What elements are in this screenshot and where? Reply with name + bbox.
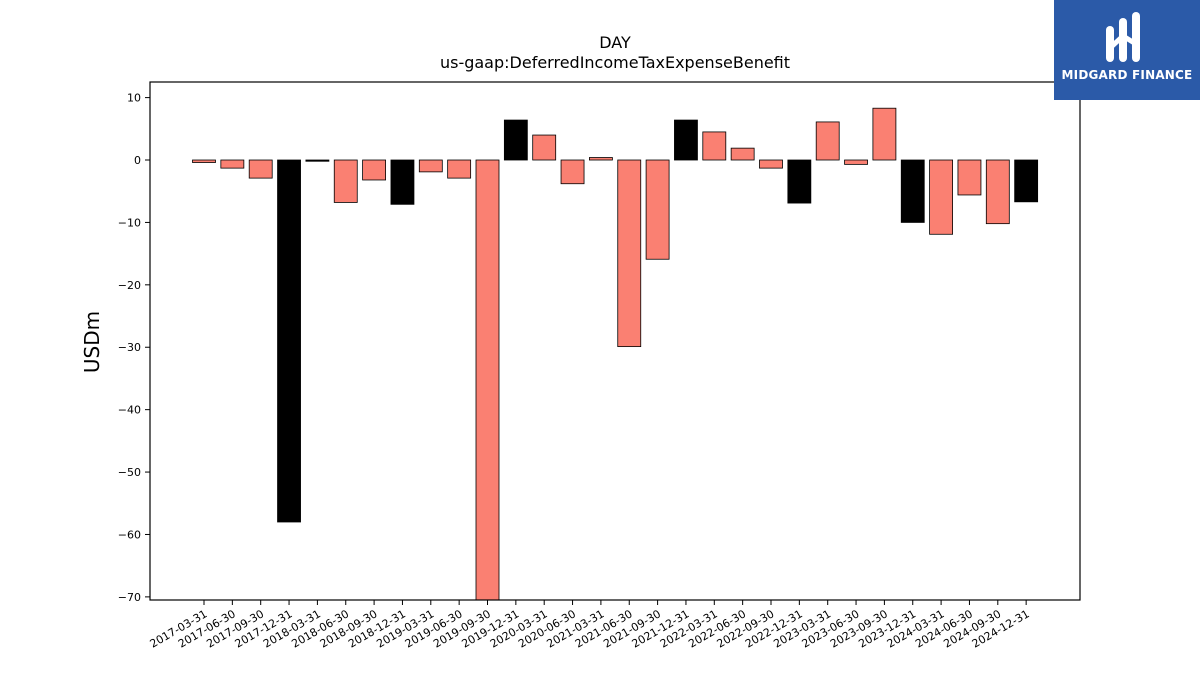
bar-series: [192, 107, 1039, 601]
y-tick-label: −40: [118, 404, 141, 417]
bar-2024-03-31: [929, 159, 953, 235]
bar-2021-09-30: [645, 159, 670, 260]
y-tick-label: −60: [118, 528, 141, 541]
y-tick-label: −10: [118, 216, 141, 229]
bar-2018-09-30: [362, 159, 387, 181]
y-tick-label: 0: [134, 154, 141, 167]
bar-2018-12-31: [390, 159, 415, 205]
y-tick-label: −50: [118, 466, 141, 479]
bar-2017-03-31: [192, 159, 216, 163]
midgard-logo-icon: [1106, 12, 1140, 62]
bar-2023-06-30: [844, 159, 868, 165]
y-axis: 10 0 −10 −20 −30 −40 −50 −60 −70: [118, 92, 150, 604]
bar-2019-12-31: [503, 119, 528, 161]
bar-2022-09-30: [759, 159, 783, 169]
bar-2023-03-31: [815, 121, 840, 161]
bar-2021-03-31: [589, 157, 613, 161]
chart-title: DAY: [599, 33, 631, 52]
bar-2019-06-30: [447, 159, 472, 179]
y-axis-label: USDm: [80, 311, 104, 373]
bar-2021-06-30: [617, 159, 642, 348]
bar-2017-09-30: [248, 159, 273, 179]
bar-2024-09-30: [985, 159, 1010, 225]
plot-frame: [149, 81, 1081, 601]
bar-2020-06-30: [560, 159, 585, 185]
y-tick-label: 10: [127, 92, 141, 105]
bar-2017-06-30: [220, 159, 245, 169]
bar-2018-06-30: [333, 159, 358, 203]
bar-2020-03-31: [532, 134, 557, 161]
bar-2017-12-31: [277, 159, 301, 523]
bar-2018-03-31: [305, 159, 330, 162]
bar-2022-06-30: [730, 147, 755, 161]
bar-2023-09-30: [872, 107, 897, 161]
bar-2019-03-31: [418, 159, 443, 173]
x-axis: 2017-03-312017-06-302017-09-302017-12-31…: [148, 600, 1032, 651]
bar-2022-03-31: [702, 131, 727, 161]
y-tick-label: −20: [118, 279, 141, 292]
bar-2022-12-31: [787, 159, 812, 204]
bar-2021-12-31: [674, 119, 698, 161]
bar-2024-06-30: [957, 159, 982, 196]
bar-2023-12-31: [900, 159, 925, 223]
y-tick-label: −30: [118, 341, 141, 354]
brand-logo: MIDGARD FINANCE: [1054, 0, 1200, 100]
brand-name: MIDGARD FINANCE: [1061, 68, 1193, 82]
y-tick-label: −70: [118, 591, 141, 604]
bar-2019-09-30: [475, 159, 500, 601]
chart-subtitle: us-gaap:DeferredIncomeTaxExpenseBenefit: [440, 53, 790, 72]
bar-2024-12-31: [1014, 159, 1039, 203]
